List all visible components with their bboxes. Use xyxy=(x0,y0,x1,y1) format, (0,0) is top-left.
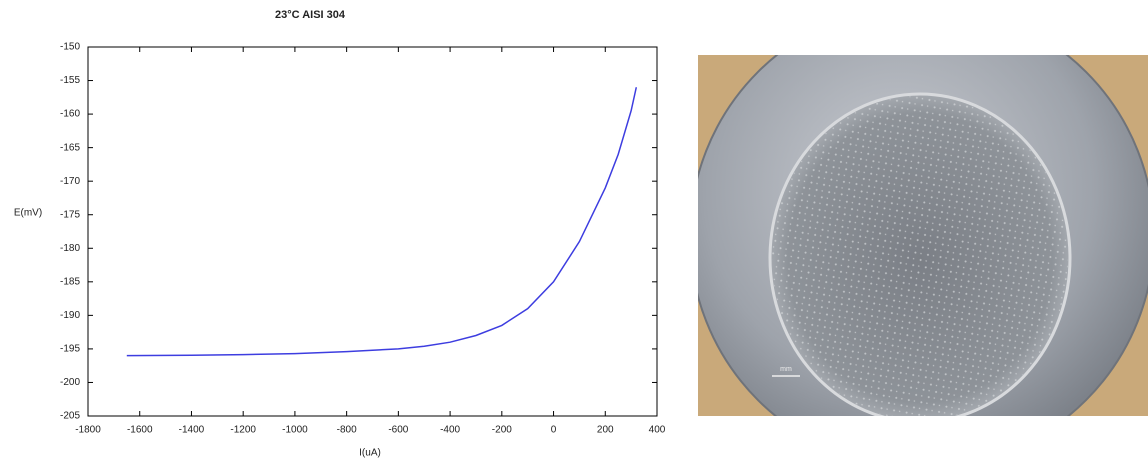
y-tick-label: -170 xyxy=(60,176,80,187)
chart-title: 23°C AISI 304 xyxy=(275,9,346,21)
x-tick-label: -400 xyxy=(440,425,460,436)
x-tick-label: -800 xyxy=(337,425,357,436)
y-tick-label: -195 xyxy=(60,344,80,355)
y-axis-label: E(mV) xyxy=(14,208,42,219)
data-line xyxy=(126,87,638,357)
y-tick-label: -185 xyxy=(60,276,80,287)
surface-texture xyxy=(772,96,1068,416)
y-tick-label: -190 xyxy=(60,310,80,321)
y-tick-label: -160 xyxy=(60,109,80,120)
x-tick-label: -1200 xyxy=(230,425,256,436)
x-tick-label: -1800 xyxy=(75,425,101,436)
x-tick-label: -600 xyxy=(388,425,408,436)
y-tick-label: -150 xyxy=(60,42,80,53)
scale-label: mm xyxy=(780,366,792,373)
x-tick-label: -1600 xyxy=(127,425,153,436)
x-tick-label: 0 xyxy=(551,425,557,436)
plot-frame xyxy=(87,46,658,417)
x-tick-label: -1000 xyxy=(282,425,308,436)
y-tick-label: -175 xyxy=(60,209,80,220)
x-tick-label: 400 xyxy=(649,425,666,436)
x-tick-label: -200 xyxy=(492,425,512,436)
x-tick-label: 200 xyxy=(597,425,614,436)
sample-photo: mm xyxy=(698,55,1148,416)
x-tick-label: -1400 xyxy=(179,425,205,436)
y-tick-label: -155 xyxy=(60,75,80,86)
y-tick-label: -180 xyxy=(60,243,80,254)
x-axis-label: I(uA) xyxy=(359,448,381,459)
y-tick-label: -165 xyxy=(60,142,80,153)
y-tick-label: -205 xyxy=(60,411,80,422)
y-tick-label: -200 xyxy=(60,377,80,388)
